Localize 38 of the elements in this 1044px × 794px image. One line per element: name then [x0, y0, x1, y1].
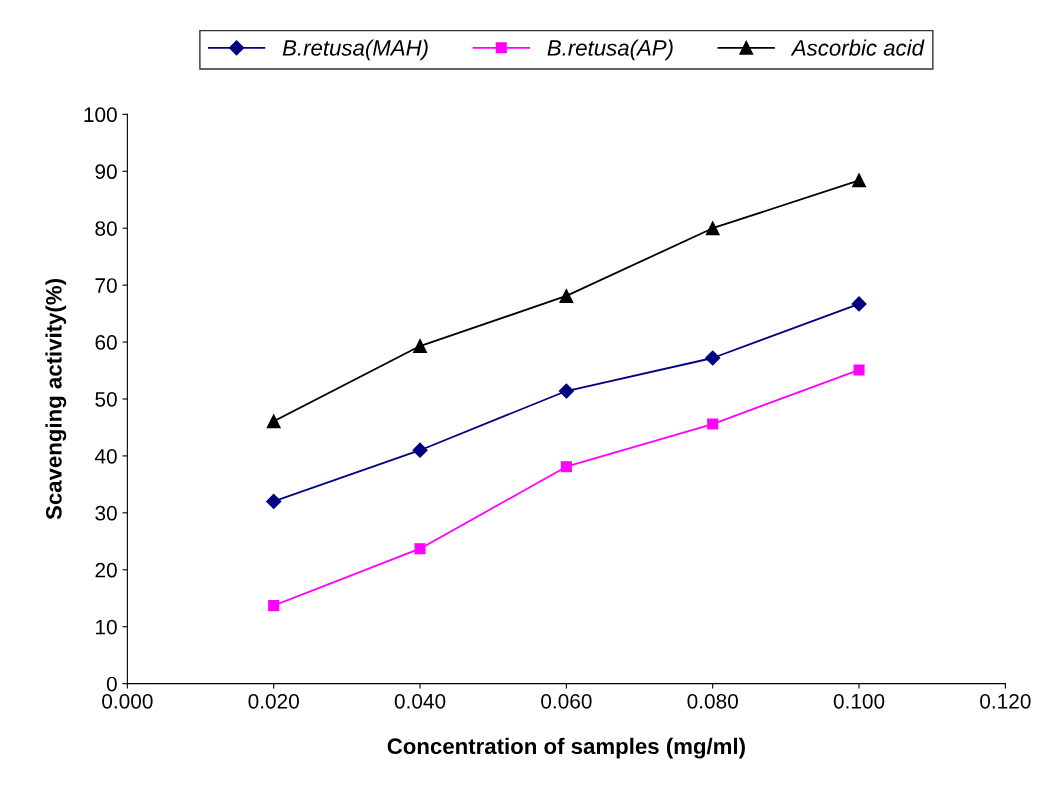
legend-label: B.retusa(AP): [547, 39, 673, 61]
legend-label: B.retusa(MAH): [282, 39, 428, 61]
point: [412, 442, 428, 458]
x-tick-label: 0.000: [102, 693, 153, 709]
y-tick-label: 20: [95, 562, 117, 578]
point: [852, 173, 866, 188]
x-tick-label: 0.060: [541, 693, 592, 709]
point: [851, 296, 867, 312]
y-tick-label: 70: [95, 278, 117, 293]
point: [705, 221, 720, 236]
point: [266, 414, 281, 429]
y-tick-label: 0: [106, 676, 117, 692]
point: [413, 339, 427, 353]
x-tick-label: 0.100: [833, 693, 885, 709]
point: [707, 418, 719, 430]
point: [559, 288, 574, 303]
point: [705, 350, 721, 366]
y-tick-label: 30: [95, 505, 117, 521]
point: [558, 383, 574, 399]
x-tick-label: 0.080: [687, 693, 738, 709]
point: [560, 461, 572, 473]
y-tick-label: 50: [95, 391, 117, 407]
y-tick-label: 100: [84, 107, 117, 123]
y-tick-label: 80: [95, 221, 117, 236]
y-tick-label: 90: [95, 164, 117, 180]
x-tick-label: 0.020: [248, 693, 299, 709]
y-tick-label: 60: [95, 335, 117, 350]
y-axis-title: Scavenging activity(%): [45, 279, 67, 520]
point: [268, 600, 280, 612]
y-tick-label: 40: [94, 448, 117, 464]
point: [266, 493, 282, 510]
x-tick-label: 0.120: [980, 693, 1031, 709]
legend-label: Ascorbic acid: [790, 39, 925, 56]
point: [853, 364, 865, 376]
x-tick-label: 0.040: [394, 693, 446, 709]
y-tick-label: 10: [96, 619, 117, 635]
x-axis-title: Concentration of samples (mg/ml): [387, 737, 745, 759]
point: [414, 543, 426, 555]
